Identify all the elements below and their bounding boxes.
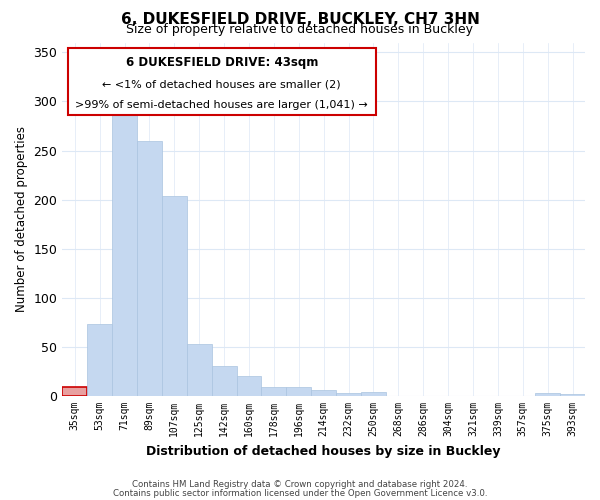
Bar xyxy=(560,394,585,396)
Bar xyxy=(62,387,87,396)
Text: Contains HM Land Registry data © Crown copyright and database right 2024.: Contains HM Land Registry data © Crown c… xyxy=(132,480,468,489)
FancyBboxPatch shape xyxy=(68,48,376,115)
X-axis label: Distribution of detached houses by size in Buckley: Distribution of detached houses by size … xyxy=(146,444,501,458)
Text: Contains public sector information licensed under the Open Government Licence v3: Contains public sector information licen… xyxy=(113,489,487,498)
Bar xyxy=(112,114,137,396)
Text: >99% of semi-detached houses are larger (1,041) →: >99% of semi-detached houses are larger … xyxy=(76,100,368,110)
Bar xyxy=(286,387,311,396)
Text: 6, DUKESFIELD DRIVE, BUCKLEY, CH7 3HN: 6, DUKESFIELD DRIVE, BUCKLEY, CH7 3HN xyxy=(121,12,479,28)
Bar xyxy=(87,324,112,396)
Bar xyxy=(535,393,560,396)
Bar xyxy=(187,344,212,396)
Bar xyxy=(137,140,162,396)
Bar xyxy=(162,196,187,396)
Bar xyxy=(361,392,386,396)
Text: ← <1% of detached houses are smaller (2): ← <1% of detached houses are smaller (2) xyxy=(103,79,341,89)
Text: Size of property relative to detached houses in Buckley: Size of property relative to detached ho… xyxy=(127,22,473,36)
Bar xyxy=(262,387,286,396)
Y-axis label: Number of detached properties: Number of detached properties xyxy=(15,126,28,312)
Bar xyxy=(236,376,262,396)
Bar xyxy=(212,366,236,396)
Bar xyxy=(336,393,361,396)
Bar xyxy=(311,390,336,396)
Text: 6 DUKESFIELD DRIVE: 43sqm: 6 DUKESFIELD DRIVE: 43sqm xyxy=(125,56,318,69)
